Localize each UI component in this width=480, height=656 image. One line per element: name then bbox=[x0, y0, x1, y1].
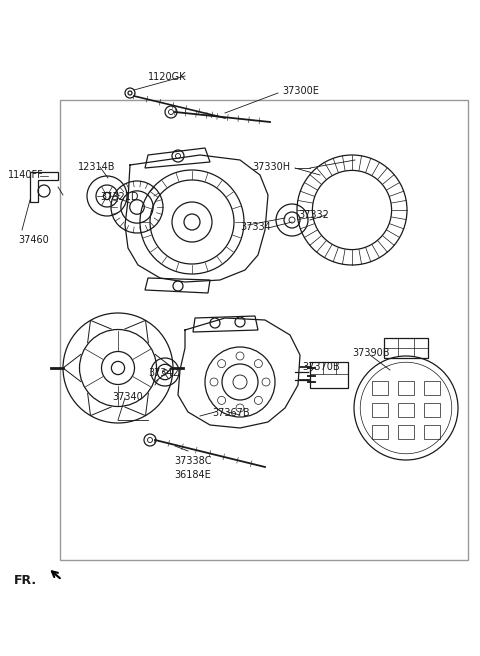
Bar bbox=[372, 403, 388, 417]
Text: 1140FF: 1140FF bbox=[8, 170, 44, 180]
Text: 37330H: 37330H bbox=[252, 162, 290, 172]
Bar bbox=[372, 381, 388, 395]
Text: 37300E: 37300E bbox=[282, 86, 319, 96]
Bar bbox=[372, 425, 388, 439]
Text: 37367B: 37367B bbox=[212, 408, 250, 418]
Bar bbox=[398, 403, 414, 417]
Text: 36184E: 36184E bbox=[174, 470, 211, 480]
Text: 37334: 37334 bbox=[240, 222, 271, 232]
Text: 37338C: 37338C bbox=[174, 456, 212, 466]
Bar bbox=[384, 338, 428, 358]
Bar bbox=[398, 381, 414, 395]
Text: 37332: 37332 bbox=[298, 210, 329, 220]
Text: 12314B: 12314B bbox=[78, 162, 116, 172]
Text: 37370B: 37370B bbox=[302, 362, 340, 372]
Bar bbox=[424, 425, 440, 439]
Text: 37340: 37340 bbox=[112, 392, 143, 402]
Bar bbox=[398, 425, 414, 439]
Text: 37321D: 37321D bbox=[100, 192, 139, 202]
Text: 37460: 37460 bbox=[18, 235, 49, 245]
Text: FR.: FR. bbox=[14, 574, 37, 587]
Text: 37342: 37342 bbox=[148, 368, 179, 378]
Text: 1120GK: 1120GK bbox=[148, 72, 187, 82]
Bar bbox=[60, 100, 468, 560]
Bar bbox=[424, 403, 440, 417]
Bar bbox=[310, 362, 348, 388]
Bar bbox=[424, 381, 440, 395]
Text: 37390B: 37390B bbox=[352, 348, 389, 358]
